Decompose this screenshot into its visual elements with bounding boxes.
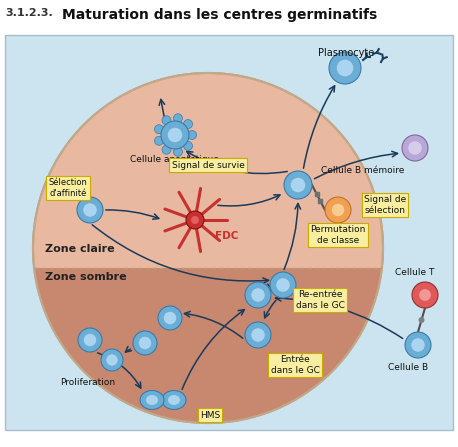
- Circle shape: [337, 60, 353, 76]
- Circle shape: [106, 354, 118, 366]
- Circle shape: [162, 116, 171, 125]
- Circle shape: [133, 331, 157, 355]
- Text: $T_{FH}$ cell: $T_{FH}$ cell: [322, 228, 354, 240]
- Ellipse shape: [162, 391, 186, 409]
- Circle shape: [139, 337, 151, 349]
- Circle shape: [162, 145, 171, 154]
- Circle shape: [174, 114, 182, 123]
- Circle shape: [419, 289, 431, 301]
- Circle shape: [411, 338, 425, 352]
- Circle shape: [245, 322, 271, 348]
- Circle shape: [168, 128, 182, 142]
- Text: Zone claire: Zone claire: [45, 244, 114, 254]
- Text: Sélection
d'affinité: Sélection d'affinité: [49, 178, 87, 198]
- Circle shape: [77, 197, 103, 223]
- Circle shape: [405, 332, 431, 358]
- Ellipse shape: [140, 391, 164, 409]
- Text: Zone sombre: Zone sombre: [45, 272, 126, 282]
- Text: Entrée
dans le GC: Entrée dans le GC: [271, 355, 319, 375]
- Circle shape: [83, 203, 97, 217]
- Text: Cellule apoptotique: Cellule apoptotique: [131, 155, 219, 164]
- Text: Plasmocyte: Plasmocyte: [318, 48, 374, 58]
- FancyBboxPatch shape: [5, 35, 453, 430]
- Text: Cellule T: Cellule T: [395, 268, 435, 277]
- Circle shape: [154, 125, 164, 134]
- Text: FDC: FDC: [215, 231, 238, 241]
- Circle shape: [158, 306, 182, 330]
- Circle shape: [84, 334, 96, 346]
- Polygon shape: [33, 248, 383, 423]
- Circle shape: [291, 178, 305, 192]
- Text: Proliferation: Proliferation: [60, 378, 115, 387]
- Text: Maturation dans les centres germinatifs: Maturation dans les centres germinatifs: [62, 8, 377, 22]
- Text: Signal de
sélection: Signal de sélection: [364, 195, 406, 215]
- Circle shape: [329, 52, 361, 84]
- Circle shape: [161, 121, 189, 149]
- Circle shape: [270, 272, 296, 298]
- Circle shape: [101, 349, 123, 371]
- Circle shape: [154, 136, 164, 145]
- Circle shape: [33, 73, 383, 423]
- Ellipse shape: [168, 395, 180, 405]
- Circle shape: [245, 282, 271, 308]
- Circle shape: [78, 328, 102, 352]
- Circle shape: [186, 211, 204, 229]
- Text: HMS: HMS: [200, 410, 220, 419]
- Circle shape: [251, 288, 265, 302]
- Ellipse shape: [146, 395, 158, 405]
- Circle shape: [164, 312, 176, 324]
- Circle shape: [184, 120, 192, 129]
- Text: Permutation
de classe: Permutation de classe: [311, 225, 365, 245]
- Circle shape: [284, 171, 312, 199]
- Text: Cellule B mémoire: Cellule B mémoire: [322, 166, 405, 175]
- Circle shape: [402, 135, 428, 161]
- Circle shape: [408, 141, 422, 155]
- Circle shape: [184, 141, 192, 151]
- Circle shape: [191, 216, 199, 224]
- Circle shape: [251, 328, 265, 342]
- Circle shape: [412, 282, 438, 308]
- Circle shape: [419, 317, 425, 323]
- Circle shape: [174, 147, 182, 156]
- Text: Signal de survie: Signal de survie: [172, 160, 245, 169]
- Text: Cellule B: Cellule B: [388, 363, 428, 372]
- Text: 3.1.2.3.: 3.1.2.3.: [5, 8, 53, 18]
- Circle shape: [276, 278, 290, 292]
- Circle shape: [325, 197, 351, 223]
- Text: Re-entrée
dans le GC: Re-entrée dans le GC: [295, 290, 344, 310]
- Circle shape: [187, 131, 196, 139]
- Circle shape: [332, 204, 344, 216]
